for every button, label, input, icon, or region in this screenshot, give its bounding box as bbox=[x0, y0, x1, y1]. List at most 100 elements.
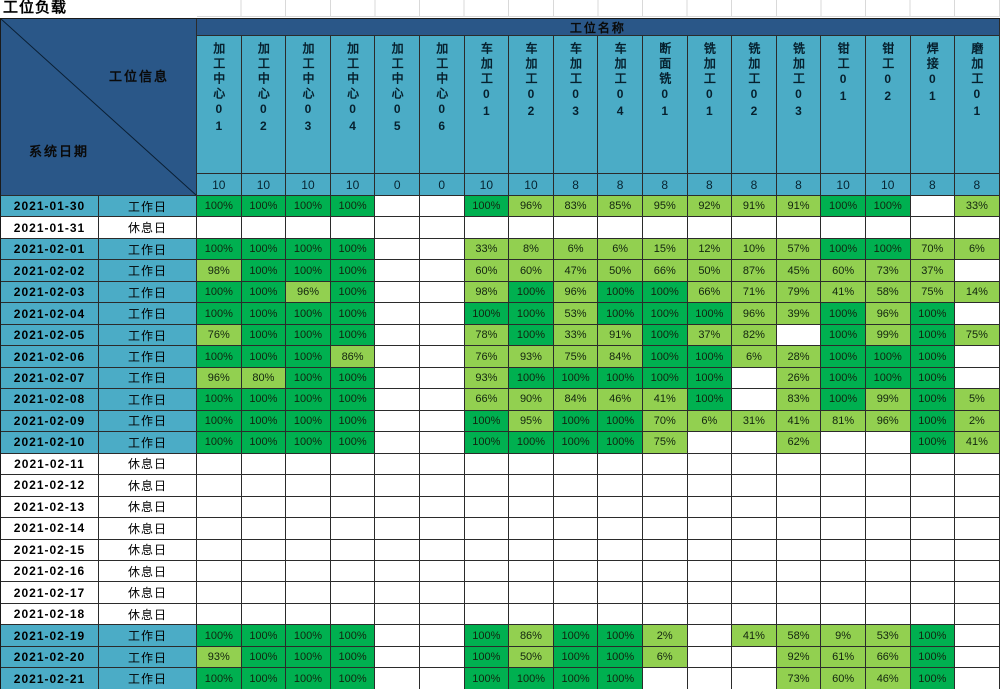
load-cell[interactable] bbox=[375, 582, 420, 604]
load-cell[interactable]: 93% bbox=[509, 346, 554, 368]
load-cell[interactable]: 100% bbox=[330, 625, 376, 647]
date-cell[interactable]: 2021-02-02 bbox=[1, 260, 99, 282]
date-cell[interactable]: 2021-02-08 bbox=[1, 389, 99, 411]
load-cell[interactable]: 100% bbox=[330, 367, 376, 390]
load-cell[interactable] bbox=[375, 539, 420, 561]
daytype-cell[interactable]: 休息日 bbox=[99, 582, 197, 604]
load-cell[interactable] bbox=[464, 496, 510, 519]
load-cell[interactable]: 93% bbox=[197, 646, 242, 669]
load-cell[interactable] bbox=[197, 217, 242, 239]
load-cell[interactable] bbox=[910, 453, 956, 476]
load-cell[interactable]: 6% bbox=[687, 410, 733, 433]
date-cell[interactable]: 2021-02-01 bbox=[1, 238, 99, 261]
load-cell[interactable] bbox=[419, 560, 465, 583]
load-cell[interactable]: 41% bbox=[642, 389, 688, 411]
daytype-cell[interactable]: 工作日 bbox=[99, 646, 197, 669]
load-cell[interactable] bbox=[732, 582, 777, 604]
load-cell[interactable] bbox=[464, 539, 510, 561]
load-cell[interactable] bbox=[776, 217, 822, 239]
load-cell[interactable]: 6% bbox=[642, 646, 688, 669]
capacity-cell[interactable]: 8 bbox=[732, 174, 777, 196]
column-header[interactable]: 加工中心06 bbox=[419, 36, 465, 174]
load-cell[interactable] bbox=[330, 582, 376, 604]
load-cell[interactable] bbox=[910, 217, 956, 239]
load-cell[interactable]: 100% bbox=[598, 646, 643, 669]
load-cell[interactable]: 100% bbox=[509, 432, 554, 454]
load-cell[interactable] bbox=[419, 346, 465, 368]
load-cell[interactable] bbox=[955, 603, 1000, 626]
load-cell[interactable] bbox=[687, 625, 733, 647]
load-cell[interactable] bbox=[910, 603, 956, 626]
load-cell[interactable]: 2% bbox=[955, 410, 1000, 433]
date-cell[interactable]: 2021-02-15 bbox=[1, 539, 99, 561]
date-cell[interactable]: 2021-02-12 bbox=[1, 475, 99, 497]
load-cell[interactable]: 100% bbox=[865, 196, 911, 218]
column-header[interactable]: 铣加工02 bbox=[732, 36, 777, 174]
load-cell[interactable]: 100% bbox=[821, 303, 866, 325]
load-cell[interactable]: 100% bbox=[286, 646, 331, 669]
load-cell[interactable] bbox=[464, 453, 510, 476]
load-cell[interactable] bbox=[821, 539, 866, 561]
load-cell[interactable] bbox=[821, 432, 866, 454]
load-cell[interactable] bbox=[776, 560, 822, 583]
load-cell[interactable]: 92% bbox=[687, 196, 733, 218]
load-cell[interactable]: 100% bbox=[598, 410, 643, 433]
daytype-cell[interactable]: 工作日 bbox=[99, 196, 197, 218]
load-cell[interactable] bbox=[553, 603, 599, 626]
load-cell[interactable] bbox=[955, 367, 1000, 390]
load-cell[interactable]: 100% bbox=[598, 281, 643, 304]
load-cell[interactable]: 78% bbox=[464, 324, 510, 347]
load-cell[interactable]: 100% bbox=[687, 346, 733, 368]
load-cell[interactable] bbox=[910, 539, 956, 561]
capacity-cell[interactable]: 10 bbox=[821, 174, 866, 196]
load-cell[interactable]: 100% bbox=[910, 389, 956, 411]
daytype-cell[interactable]: 工作日 bbox=[99, 410, 197, 433]
load-cell[interactable]: 99% bbox=[865, 324, 911, 347]
load-cell[interactable] bbox=[642, 496, 688, 519]
load-cell[interactable] bbox=[865, 560, 911, 583]
load-cell[interactable] bbox=[598, 603, 643, 626]
daytype-cell[interactable]: 工作日 bbox=[99, 625, 197, 647]
load-cell[interactable] bbox=[687, 496, 733, 519]
load-cell[interactable] bbox=[598, 560, 643, 583]
load-cell[interactable] bbox=[419, 646, 465, 669]
load-cell[interactable]: 53% bbox=[865, 625, 911, 647]
load-cell[interactable]: 86% bbox=[509, 625, 554, 647]
load-cell[interactable] bbox=[419, 367, 465, 390]
load-cell[interactable]: 100% bbox=[286, 324, 331, 347]
load-cell[interactable] bbox=[286, 453, 331, 476]
date-cell[interactable]: 2021-01-31 bbox=[1, 217, 99, 239]
load-cell[interactable] bbox=[553, 582, 599, 604]
load-cell[interactable] bbox=[598, 453, 643, 476]
load-cell[interactable]: 60% bbox=[821, 260, 866, 282]
load-cell[interactable] bbox=[286, 539, 331, 561]
load-cell[interactable] bbox=[598, 496, 643, 519]
load-cell[interactable]: 100% bbox=[509, 281, 554, 304]
load-cell[interactable] bbox=[419, 324, 465, 347]
load-cell[interactable]: 39% bbox=[776, 303, 822, 325]
date-cell[interactable]: 2021-02-17 bbox=[1, 582, 99, 604]
load-cell[interactable]: 100% bbox=[464, 625, 510, 647]
column-header[interactable]: 焊接01 bbox=[910, 36, 956, 174]
load-cell[interactable] bbox=[865, 496, 911, 519]
load-cell[interactable] bbox=[286, 496, 331, 519]
load-cell[interactable]: 100% bbox=[197, 281, 242, 304]
load-cell[interactable]: 10% bbox=[732, 238, 777, 261]
capacity-cell[interactable]: 8 bbox=[642, 174, 688, 196]
capacity-cell[interactable]: 0 bbox=[375, 174, 420, 196]
load-cell[interactable]: 57% bbox=[776, 238, 822, 261]
load-cell[interactable]: 60% bbox=[509, 260, 554, 282]
load-cell[interactable]: 73% bbox=[776, 668, 822, 689]
load-cell[interactable] bbox=[865, 475, 911, 497]
load-cell[interactable] bbox=[509, 217, 554, 239]
capacity-cell[interactable]: 10 bbox=[464, 174, 510, 196]
load-cell[interactable] bbox=[776, 582, 822, 604]
load-cell[interactable] bbox=[330, 475, 376, 497]
load-cell[interactable]: 61% bbox=[821, 646, 866, 669]
load-cell[interactable] bbox=[553, 560, 599, 583]
load-cell[interactable]: 6% bbox=[955, 238, 1000, 261]
load-cell[interactable] bbox=[955, 217, 1000, 239]
daytype-cell[interactable]: 工作日 bbox=[99, 303, 197, 325]
load-cell[interactable] bbox=[464, 560, 510, 583]
load-cell[interactable]: 100% bbox=[509, 367, 554, 390]
